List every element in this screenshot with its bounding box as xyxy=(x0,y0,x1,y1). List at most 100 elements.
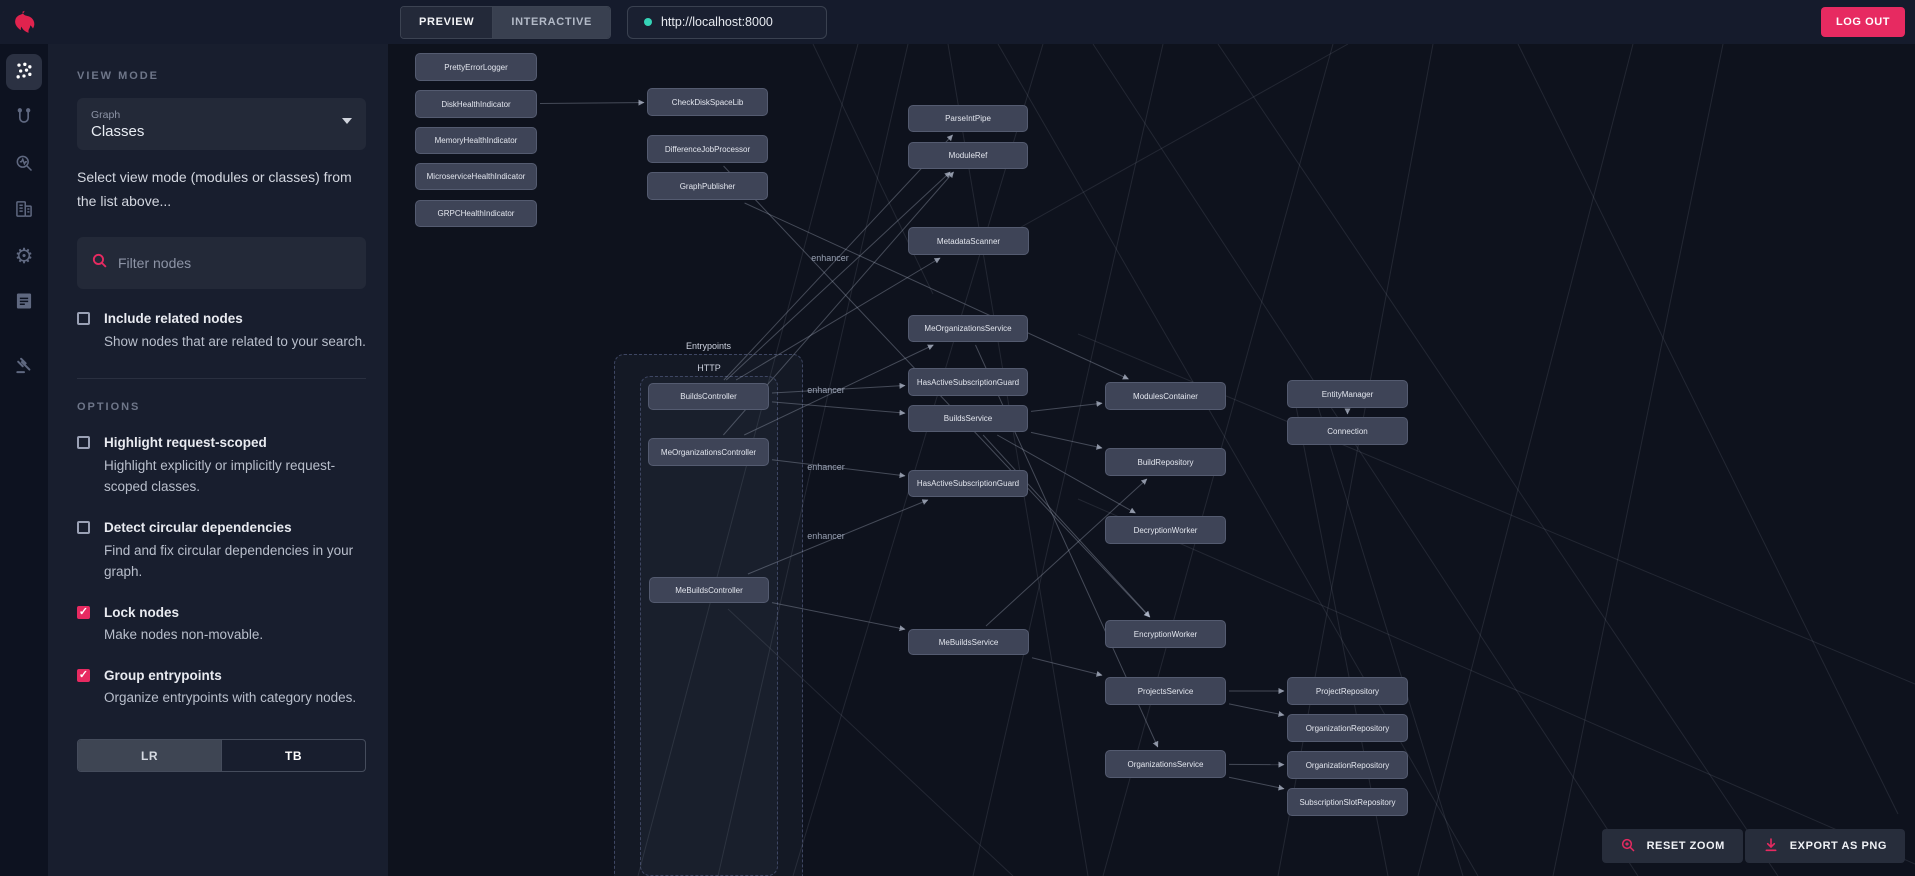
graph-node[interactable]: OrganizationRepository xyxy=(1287,714,1408,742)
edge-label: enhancer xyxy=(807,385,845,395)
zoom-in-icon xyxy=(1620,837,1636,856)
option-title: Include related nodes xyxy=(104,311,243,327)
option-title: Group entrypoints xyxy=(104,667,222,683)
graph-node[interactable]: ProjectRepository xyxy=(1287,677,1408,705)
search-pulse-icon xyxy=(14,153,34,176)
graph-node[interactable]: EncryptionWorker xyxy=(1105,620,1226,648)
nestjs-logo xyxy=(0,0,48,44)
filter-nodes-input[interactable] xyxy=(118,255,352,272)
canvas-actions: RESET ZOOM EXPORT AS PNG xyxy=(1601,829,1905,863)
graph-node[interactable]: GraphPublisher xyxy=(647,172,768,200)
rail-item-graph[interactable] xyxy=(6,54,42,90)
group-label: HTTP xyxy=(697,363,721,373)
gear-icon: ⚙ xyxy=(14,243,34,268)
graph-node[interactable]: Connection xyxy=(1287,417,1408,445)
settings-sidebar: VIEW MODE Graph Classes Select view mode… xyxy=(48,44,388,876)
view-mode-help-text: Select view mode (modules or classes) fr… xyxy=(77,169,352,209)
graph-node[interactable]: HasActiveSubscriptionGuard xyxy=(908,368,1028,396)
graph-node[interactable]: MetadataScanner xyxy=(908,227,1029,255)
graph-node[interactable]: GRPCHealthIndicator xyxy=(415,200,537,227)
rail-item-logs[interactable] xyxy=(6,284,42,320)
graph-node[interactable]: MicroserviceHealthIndicator xyxy=(415,163,537,190)
group-label: Entrypoints xyxy=(685,341,732,351)
option-desc: Make nodes non-movable. xyxy=(104,627,264,643)
graph-node[interactable]: ModulesContainer xyxy=(1105,382,1226,410)
url-text: http://localhost:8000 xyxy=(660,15,773,29)
option-highlight-request-scoped[interactable]: Highlight request-scoped Highlight expli… xyxy=(77,433,366,498)
direction-toggle: LR TB xyxy=(77,739,366,772)
top-bar: PREVIEW INTERACTIVE http://localhost:800… xyxy=(48,0,1915,44)
graph-node[interactable]: BuildsService xyxy=(908,405,1028,432)
checkbox[interactable] xyxy=(77,668,90,682)
url-display[interactable]: http://localhost:8000 xyxy=(626,5,827,39)
graph-node[interactable]: ParseIntPipe xyxy=(908,105,1028,132)
graph-node[interactable]: MemoryHealthIndicator xyxy=(415,127,537,154)
rail-item-routes[interactable] xyxy=(6,100,42,136)
checkbox[interactable] xyxy=(77,436,90,450)
rail-item-settings[interactable]: ⚙ xyxy=(6,238,42,274)
direction-lr-button[interactable]: LR xyxy=(78,740,222,771)
option-desc: Find and fix circular dependencies in yo… xyxy=(104,542,354,580)
nodes-layer: PrettyErrorLogger DiskHealthIndicator Memo… xyxy=(388,44,1915,876)
edge-label: enhancer xyxy=(807,462,845,472)
view-tabs: PREVIEW INTERACTIVE xyxy=(400,5,611,39)
divider xyxy=(77,378,366,380)
graph-node[interactable]: MeOrganizationsController xyxy=(648,438,769,466)
gavel-icon xyxy=(14,355,34,378)
checkbox[interactable] xyxy=(77,520,90,534)
graph-node[interactable]: ProjectsService xyxy=(1105,677,1226,705)
graph-node[interactable]: DiskHealthIndicator xyxy=(415,90,537,118)
checkbox[interactable] xyxy=(77,312,90,326)
document-icon xyxy=(14,291,34,314)
edge-label: enhancer xyxy=(807,531,845,541)
rail-item-audit[interactable] xyxy=(6,348,42,384)
logout-button[interactable]: LOG OUT xyxy=(1821,7,1905,37)
graph-node[interactable]: MeBuildsService xyxy=(908,629,1029,655)
route-icon xyxy=(14,107,34,130)
rail-item-modules[interactable] xyxy=(6,192,42,228)
option-desc: Organize entrypoints with category nodes… xyxy=(104,690,357,706)
graph-canvas[interactable]: Entrypoints HTTP PrettyErrorLogger DiskHea… xyxy=(388,44,1915,876)
export-png-button[interactable]: EXPORT AS PNG xyxy=(1744,829,1905,863)
graph-node[interactable]: MeBuildsController xyxy=(649,577,769,603)
icon-rail: ⚙ xyxy=(0,0,48,876)
graph-node[interactable]: HasActiveSubscriptionGuard xyxy=(908,470,1028,497)
graph-node[interactable]: CheckDiskSpaceLib xyxy=(647,88,768,116)
graph-dots-icon xyxy=(14,61,34,84)
graph-node[interactable]: OrganizationRepository xyxy=(1287,751,1408,779)
status-dot xyxy=(643,18,652,26)
reset-zoom-label: RESET ZOOM xyxy=(1646,840,1725,852)
checkbox[interactable] xyxy=(77,605,90,619)
graph-select[interactable]: Graph Classes xyxy=(77,98,366,150)
chevron-down-icon xyxy=(342,118,352,124)
graph-node[interactable]: BuildRepository xyxy=(1105,448,1226,476)
graph-node[interactable]: DifferenceJobProcessor xyxy=(647,135,768,163)
nestjs-logo-icon xyxy=(14,10,34,33)
option-title: Detect circular dependencies xyxy=(104,519,292,535)
edge-label: enhancer xyxy=(811,253,849,263)
graph-node[interactable]: EntityManager xyxy=(1287,380,1408,408)
reset-zoom-button[interactable]: RESET ZOOM xyxy=(1601,829,1743,863)
graph-select-value: Classes xyxy=(91,122,145,140)
graph-select-label: Graph xyxy=(91,108,121,121)
graph-node[interactable]: DecryptionWorker xyxy=(1105,516,1226,544)
download-icon xyxy=(1763,837,1779,856)
graph-node[interactable]: MeOrganizationsService xyxy=(908,315,1028,342)
graph-node[interactable]: PrettyErrorLogger xyxy=(415,53,537,81)
option-group-entrypoints[interactable]: Group entrypoints Organize entrypoints w… xyxy=(77,666,366,709)
option-lock-nodes[interactable]: Lock nodes Make nodes non-movable. xyxy=(77,603,366,646)
graph-node[interactable]: BuildsController xyxy=(648,383,769,410)
option-desc: Highlight explicitly or implicitly reque… xyxy=(104,457,336,495)
graph-node[interactable]: SubscriptionSlotRepository xyxy=(1287,788,1408,816)
option-title: Lock nodes xyxy=(104,604,180,620)
tab-preview[interactable]: PREVIEW xyxy=(401,6,493,38)
tab-interactive[interactable]: INTERACTIVE xyxy=(492,6,610,38)
direction-tb-button[interactable]: TB xyxy=(222,740,365,771)
option-detect-circular[interactable]: Detect circular dependencies Find and fi… xyxy=(77,518,366,583)
option-desc: Show nodes that are related to your sear… xyxy=(104,333,366,349)
rail-item-insights[interactable] xyxy=(6,146,42,182)
graph-node[interactable]: ModuleRef xyxy=(908,142,1028,169)
building-icon xyxy=(14,199,34,222)
option-include-related[interactable]: Include related nodes Show nodes that ar… xyxy=(77,309,366,352)
graph-node[interactable]: OrganizationsService xyxy=(1105,750,1226,778)
